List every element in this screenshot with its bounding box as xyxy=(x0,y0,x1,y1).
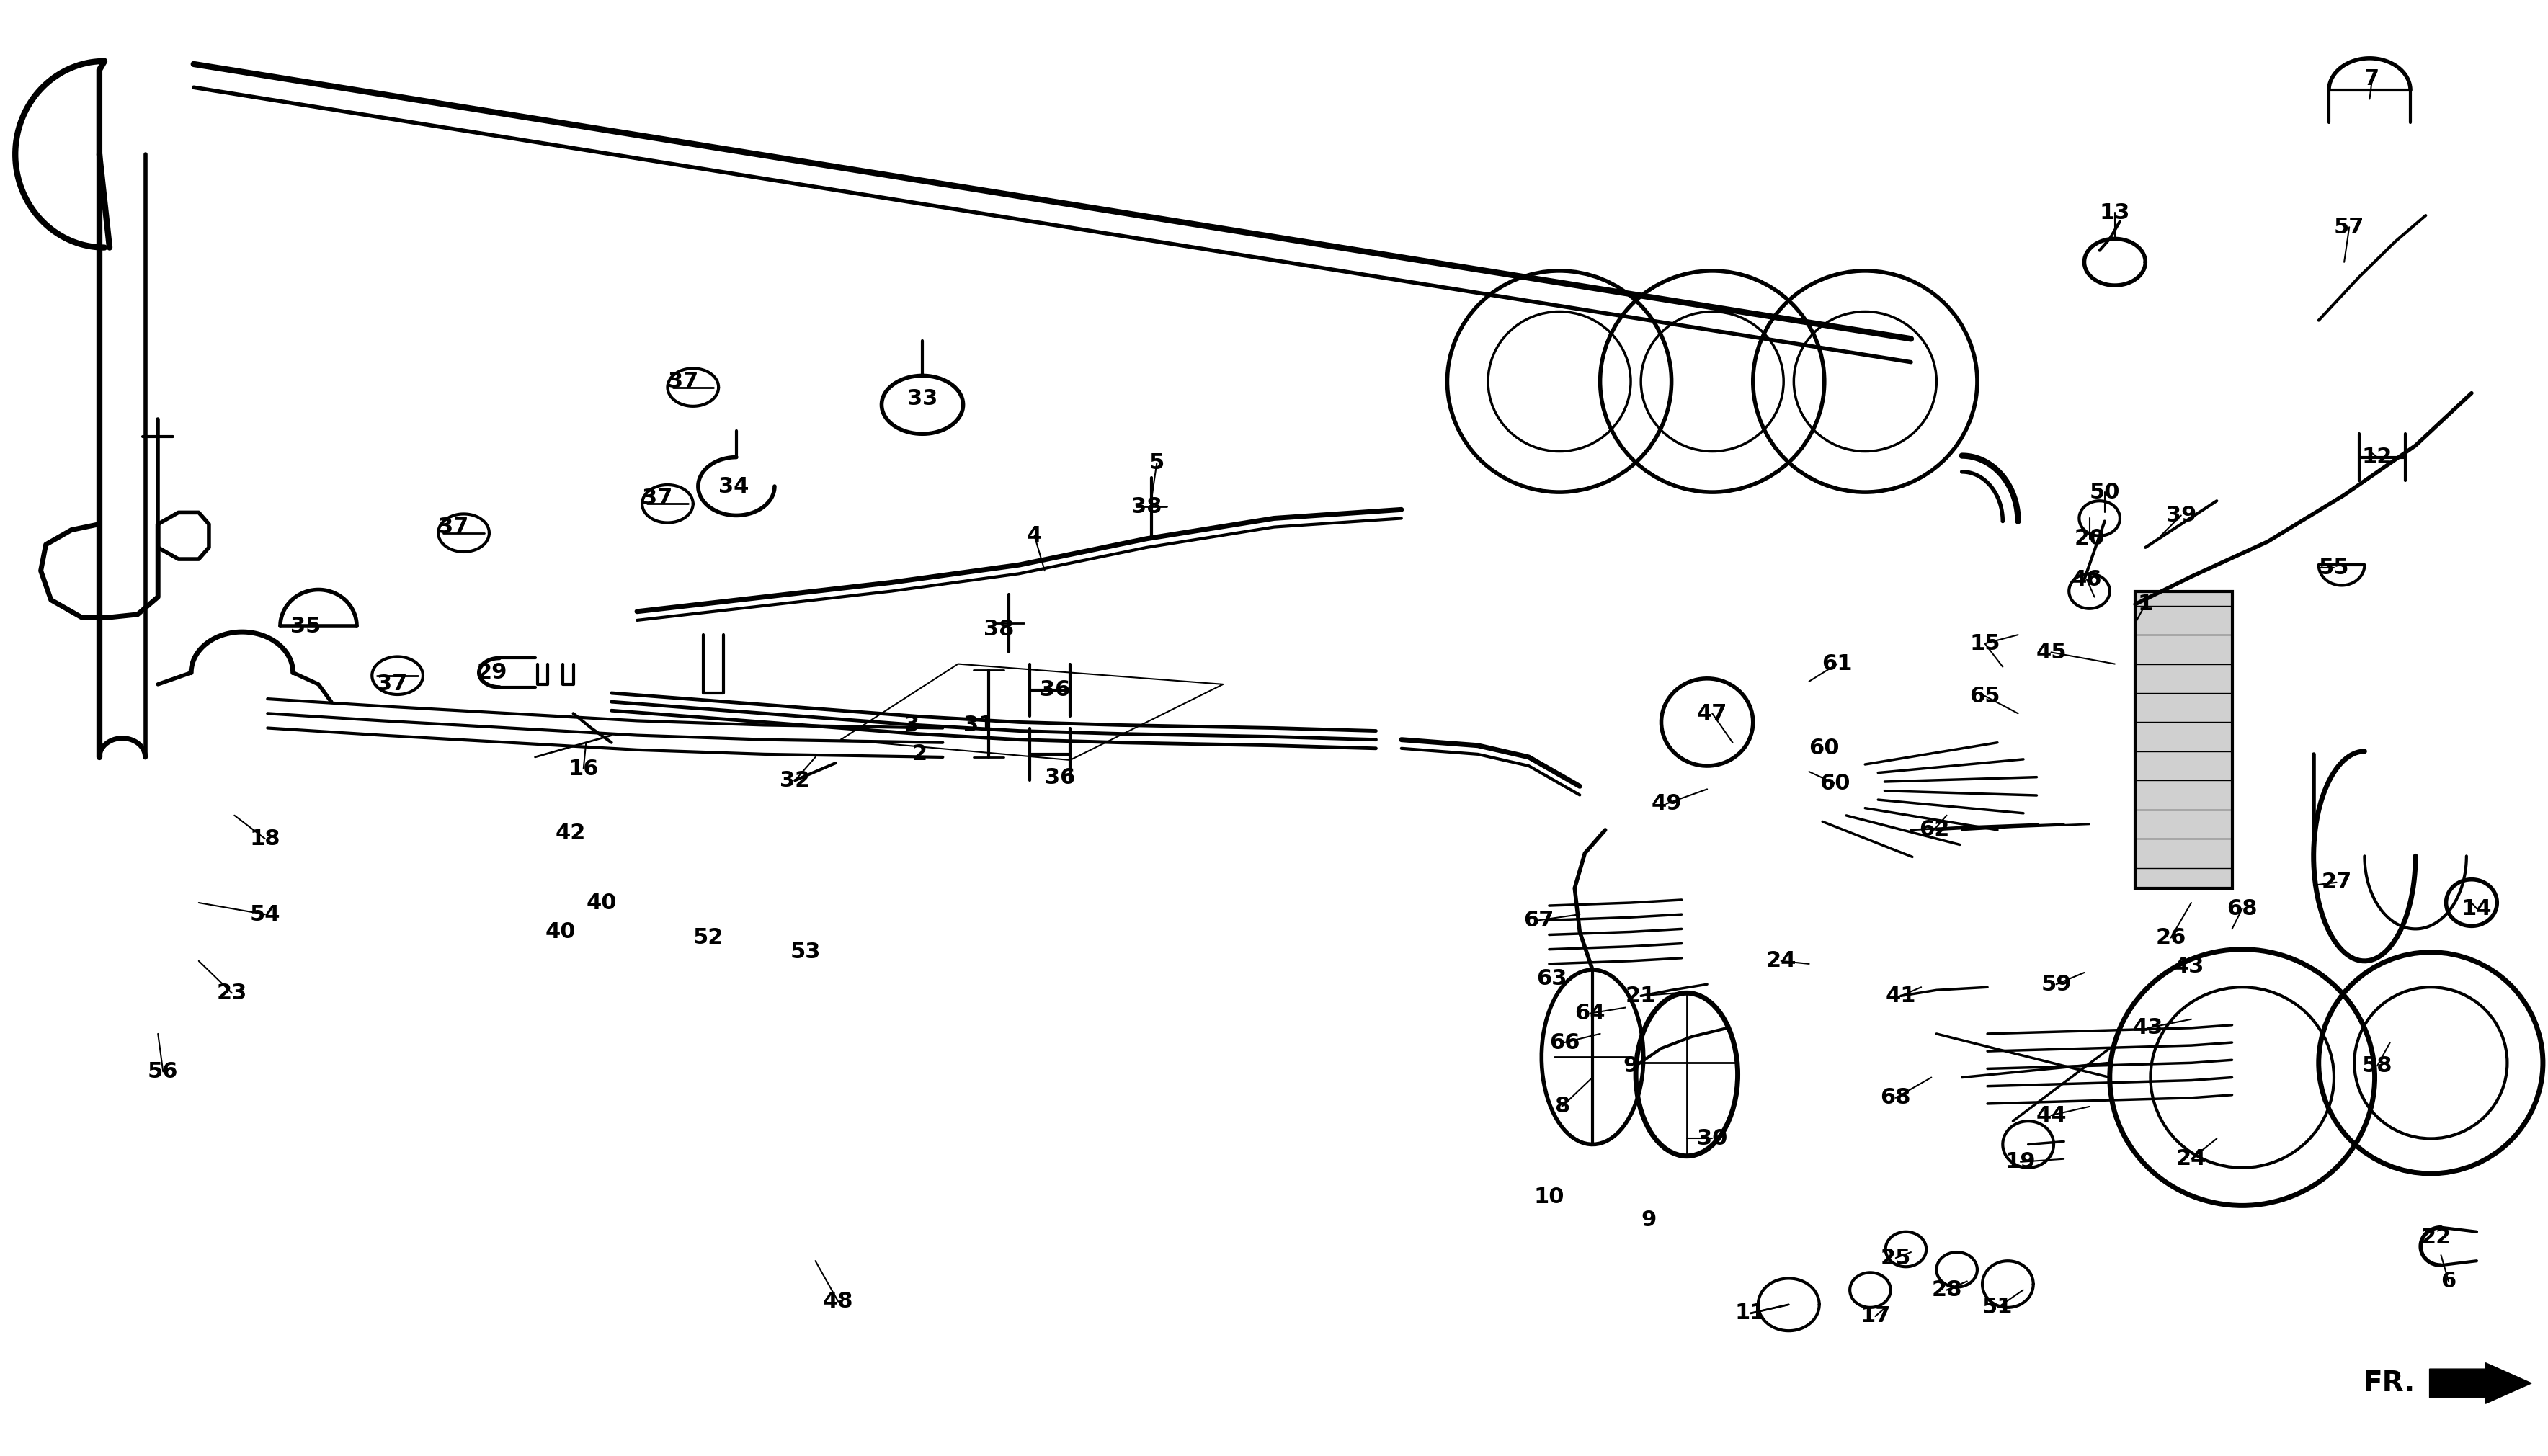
Text: 12: 12 xyxy=(2362,447,2393,467)
Text: 25: 25 xyxy=(1880,1248,1911,1268)
Text: 1: 1 xyxy=(2138,594,2153,614)
Text: 2: 2 xyxy=(912,744,927,764)
Text: 44: 44 xyxy=(2036,1105,2066,1125)
Text: 56: 56 xyxy=(148,1061,178,1082)
Text: 22: 22 xyxy=(2421,1227,2451,1248)
Text: 54: 54 xyxy=(250,904,280,925)
Text: 34: 34 xyxy=(719,476,749,496)
Text: 11: 11 xyxy=(1735,1303,1766,1324)
Text: 45: 45 xyxy=(2036,642,2066,662)
Text: 67: 67 xyxy=(1524,910,1554,930)
Text: 3: 3 xyxy=(905,715,920,735)
Text: 33: 33 xyxy=(907,389,938,409)
Text: 39: 39 xyxy=(2166,505,2196,526)
Text: 17: 17 xyxy=(1860,1306,1891,1326)
Text: 23: 23 xyxy=(217,983,247,1003)
Text: 62: 62 xyxy=(1919,820,1949,840)
Text: 10: 10 xyxy=(1534,1187,1564,1207)
Text: 9: 9 xyxy=(1641,1210,1656,1230)
Text: 26: 26 xyxy=(2156,927,2186,948)
Text: 59: 59 xyxy=(2041,974,2072,994)
Text: 61: 61 xyxy=(1822,654,1852,674)
Text: 60: 60 xyxy=(1809,738,1840,759)
Text: 64: 64 xyxy=(1575,1003,1605,1024)
Text: 41: 41 xyxy=(1886,986,1916,1006)
Text: 35: 35 xyxy=(290,616,321,636)
Text: 8: 8 xyxy=(1554,1096,1570,1117)
Text: 18: 18 xyxy=(250,828,280,849)
Text: 27: 27 xyxy=(2321,872,2352,893)
Text: 42: 42 xyxy=(555,823,586,843)
Text: 46: 46 xyxy=(2072,569,2102,590)
FancyArrow shape xyxy=(2431,1363,2533,1404)
Text: 55: 55 xyxy=(2319,558,2349,578)
Text: 30: 30 xyxy=(1697,1128,1728,1149)
Text: 43: 43 xyxy=(2173,957,2204,977)
Text: 7: 7 xyxy=(2365,68,2380,89)
Bar xyxy=(2135,591,2232,888)
Text: 50: 50 xyxy=(2089,482,2120,502)
Text: 48: 48 xyxy=(823,1291,854,1312)
Text: 21: 21 xyxy=(1626,986,1656,1006)
Text: 68: 68 xyxy=(1880,1088,1911,1108)
Text: 37: 37 xyxy=(642,488,673,508)
Text: 9: 9 xyxy=(1623,1056,1638,1076)
Text: FR.: FR. xyxy=(2362,1370,2416,1396)
Text: 51: 51 xyxy=(1982,1297,2013,1318)
Text: 19: 19 xyxy=(2005,1152,2036,1172)
Text: 14: 14 xyxy=(2461,898,2492,919)
Text: 40: 40 xyxy=(586,893,617,913)
Text: 63: 63 xyxy=(1536,968,1567,989)
Text: 15: 15 xyxy=(1970,633,2000,654)
Text: 4: 4 xyxy=(1027,526,1042,546)
Text: 37: 37 xyxy=(438,517,469,537)
Text: 37: 37 xyxy=(668,371,698,392)
Text: 47: 47 xyxy=(1697,703,1728,724)
Text: 29: 29 xyxy=(476,662,507,683)
Text: 43: 43 xyxy=(2133,1018,2163,1038)
Text: 40: 40 xyxy=(545,922,576,942)
Text: 13: 13 xyxy=(2100,202,2130,223)
Text: 37: 37 xyxy=(377,674,408,695)
Text: 31: 31 xyxy=(963,715,994,735)
Text: 36: 36 xyxy=(1040,680,1070,700)
Text: 6: 6 xyxy=(2441,1271,2456,1291)
Text: 5: 5 xyxy=(1149,453,1164,473)
Text: 28: 28 xyxy=(1931,1280,1962,1300)
Text: 36: 36 xyxy=(1045,767,1075,788)
Text: 24: 24 xyxy=(1766,951,1796,971)
Text: 38: 38 xyxy=(1131,496,1162,517)
Text: 52: 52 xyxy=(693,927,724,948)
Text: 24: 24 xyxy=(2176,1149,2207,1169)
Text: 53: 53 xyxy=(790,942,820,962)
Text: 65: 65 xyxy=(1970,686,2000,706)
Text: 66: 66 xyxy=(1549,1032,1580,1053)
Text: 32: 32 xyxy=(780,770,810,791)
Text: 38: 38 xyxy=(984,619,1014,639)
Text: 60: 60 xyxy=(1819,773,1850,794)
Text: 57: 57 xyxy=(2334,217,2365,237)
Text: 16: 16 xyxy=(568,759,599,779)
Text: 20: 20 xyxy=(2074,529,2105,549)
Text: 58: 58 xyxy=(2362,1056,2393,1076)
Text: 68: 68 xyxy=(2227,898,2258,919)
Text: 49: 49 xyxy=(1651,794,1682,814)
